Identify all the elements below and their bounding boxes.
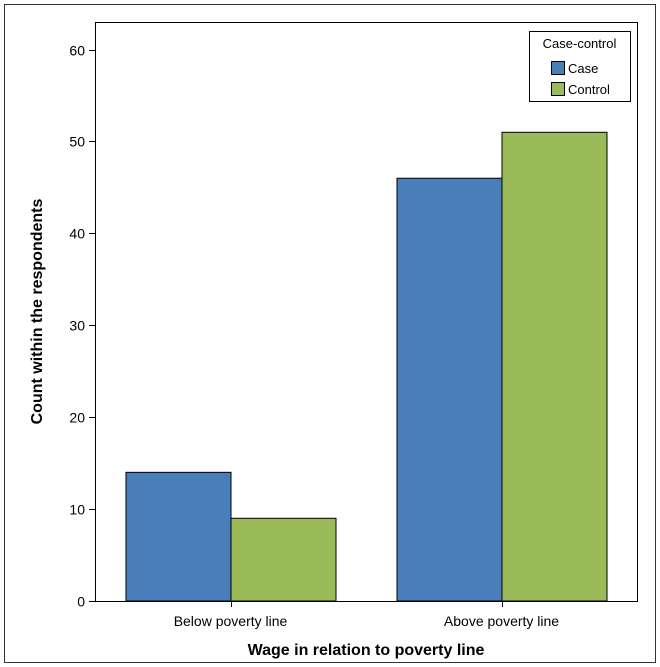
legend-swatch-case — [551, 61, 565, 75]
y-tick-label: 10 — [69, 502, 85, 518]
y-axis-title: Count within the respondents — [29, 199, 46, 425]
x-tick-label: Below poverty line — [174, 613, 288, 629]
y-tick-label: 20 — [69, 410, 85, 426]
legend-label-case: Case — [568, 61, 598, 76]
legend-title: Case-control — [543, 36, 617, 51]
plot-area — [95, 22, 638, 602]
y-tick-label: 40 — [69, 226, 85, 242]
bar-case-0 — [125, 471, 232, 602]
y-tick-label: 60 — [69, 43, 85, 59]
bar-control-0 — [230, 517, 337, 602]
bar-control-1 — [501, 131, 608, 602]
bar-case-1 — [396, 177, 503, 602]
y-tick-label: 30 — [69, 318, 85, 334]
y-tick-label: 50 — [69, 134, 85, 150]
legend-box — [529, 31, 631, 102]
legend: Case-control Case Control — [529, 31, 631, 102]
legend-swatch-control — [551, 82, 565, 96]
y-tick-label: 0 — [77, 594, 85, 610]
x-axis-title: Wage in relation to poverty line — [248, 642, 485, 659]
outer-frame — [4, 4, 656, 663]
x-tick-label: Above poverty line — [444, 613, 559, 629]
legend-label-control: Control — [568, 82, 610, 97]
